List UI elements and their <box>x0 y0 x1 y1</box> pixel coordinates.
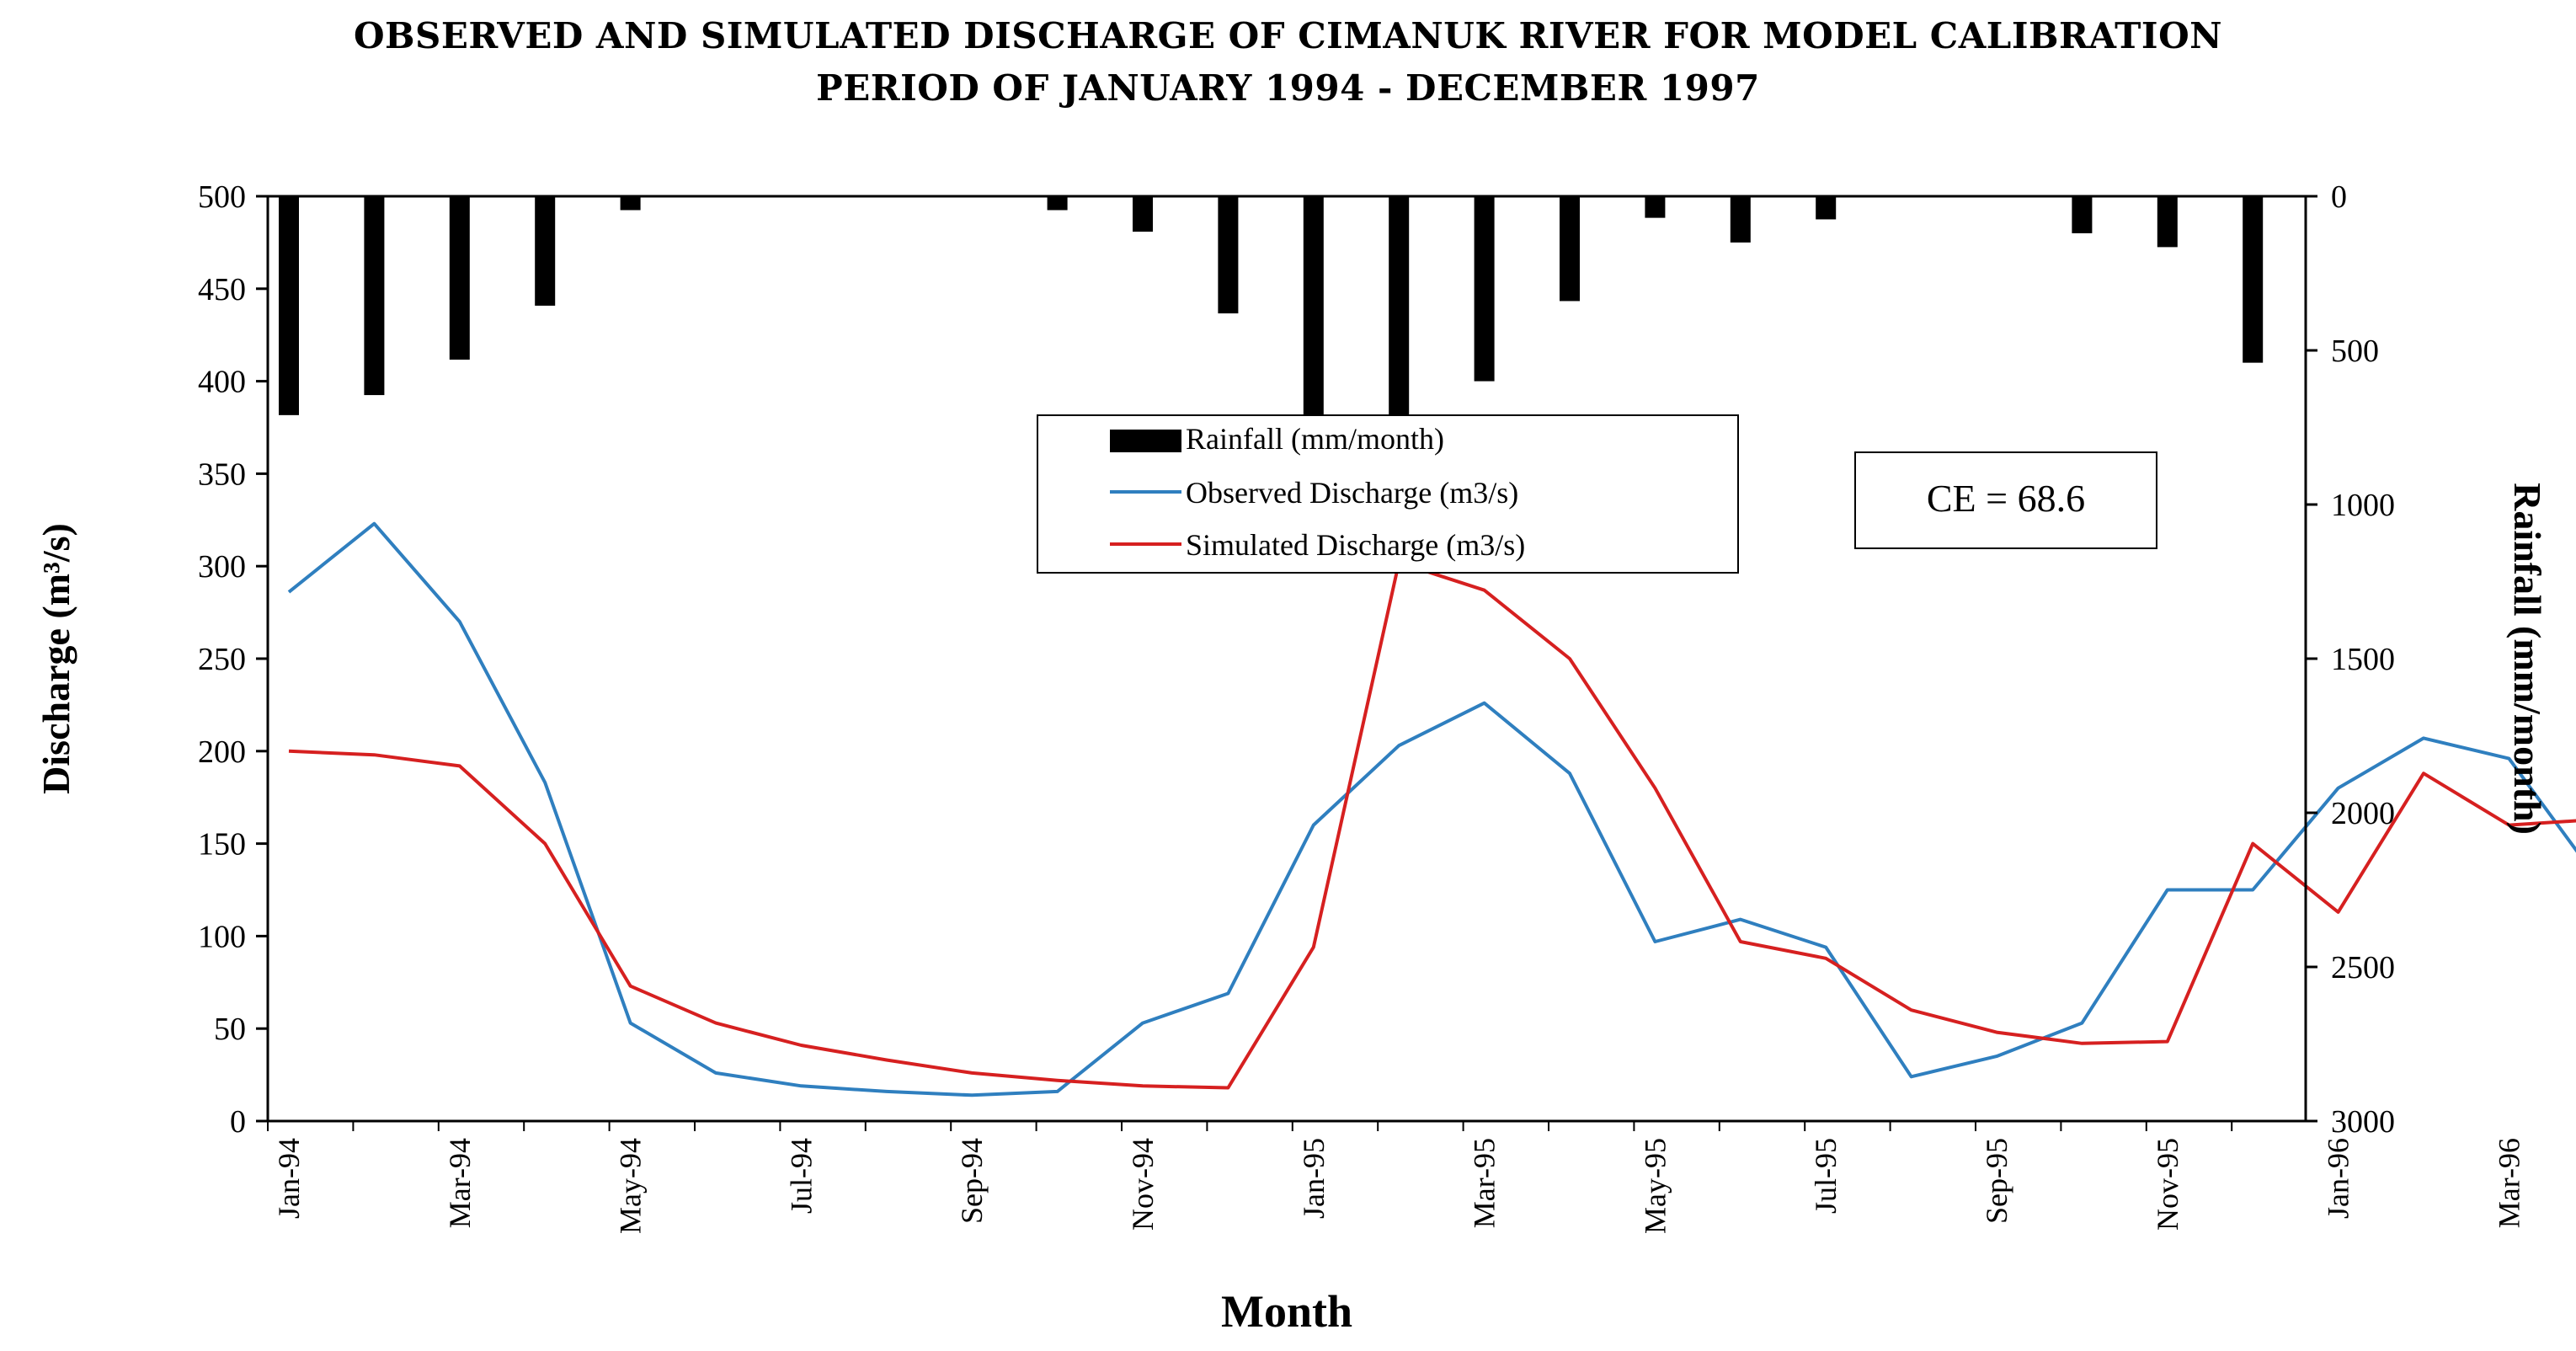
y-right-tick-label: 1000 <box>2331 488 2395 523</box>
x-axis-title: Month <box>1221 1286 1352 1337</box>
y-left-tick-label: 0 <box>230 1104 246 1140</box>
rainfall-bar <box>449 196 470 360</box>
ce-annotation-frame <box>1854 451 2157 549</box>
x-tick-label: Sep-95 <box>1980 1138 2013 1224</box>
chart-title-line1: OBSERVED AND SIMULATED DISCHARGE OF CIMA… <box>353 15 2223 56</box>
x-tick-label: Jul-95 <box>1809 1138 1843 1214</box>
y-left-tick-label: 50 <box>214 1012 246 1047</box>
ce-annotation: CE = 68.6 <box>1854 451 2157 549</box>
rainfall-bar <box>2243 196 2264 363</box>
rainfall-bar <box>1560 196 1580 302</box>
y-right-tick-label: 3000 <box>2331 1104 2395 1140</box>
rainfall-bar <box>2072 196 2093 233</box>
legend-rainfall-swatch <box>1110 430 1181 452</box>
y-left-tick-label: 500 <box>198 179 246 215</box>
y-left-tick-label: 250 <box>198 642 246 677</box>
simulated-discharge-line <box>288 560 2576 1090</box>
x-tick-label: Mar-95 <box>1468 1138 1501 1228</box>
rainfall-bar <box>1474 196 1495 382</box>
rainfall-bar <box>535 196 556 306</box>
x-tick-label: Mar-94 <box>443 1138 477 1228</box>
x-tick-label: Nov-94 <box>1126 1138 1160 1231</box>
x-tick-label: Jan-96 <box>2322 1138 2355 1219</box>
legend: Rainfall (mm/month) Observed Discharge (… <box>1037 414 1739 574</box>
y-axis-right-title: Rainfall (mm/month) <box>2506 483 2549 835</box>
y-left-tick-label: 200 <box>198 734 246 770</box>
rainfall-bar <box>364 196 385 396</box>
x-tick-label: Mar-96 <box>2492 1138 2525 1228</box>
x-tick-label: Sep-94 <box>955 1138 989 1224</box>
legend-rainfall-label: Rainfall (mm/month) <box>1186 422 1444 456</box>
y-right-tick-label: 1500 <box>2331 642 2395 677</box>
x-tick-label: Jul-94 <box>784 1138 818 1214</box>
plot-frame <box>266 195 2307 1123</box>
legend-simulated-label: Simulated Discharge (m3/s) <box>1186 528 1525 562</box>
rainfall-bar <box>1133 196 1153 232</box>
rainfall-bar <box>1218 196 1239 314</box>
y-left-tick-label: 450 <box>198 272 246 307</box>
y-axis-left-title: Discharge (m³/s) <box>35 523 77 794</box>
rainfall-bar <box>1645 196 1666 218</box>
x-tick-label: Jan-95 <box>1297 1138 1331 1219</box>
y-right-tick-label: 2000 <box>2331 796 2395 831</box>
observed-discharge-line <box>287 521 2576 1097</box>
ce-annotation-text: CE = 68.6 <box>1927 477 2085 520</box>
rainfall-bar <box>1047 196 1068 211</box>
y-left-tick-label: 100 <box>198 919 246 954</box>
rainfall-bar <box>1816 196 1837 220</box>
legend-observed-label: Observed Discharge (m3/s) <box>1186 476 1518 510</box>
x-tick-label: May-94 <box>614 1138 648 1234</box>
y-left-tick-label: 300 <box>198 549 246 585</box>
x-tick-label: Nov-95 <box>2151 1138 2184 1231</box>
y-left-tick-label: 400 <box>198 365 246 400</box>
rainfall-bar <box>1389 196 1410 443</box>
chart-title-line2: PERIOD OF JANUARY 1994 - DECEMBER 1997 <box>816 67 1760 109</box>
y-left-tick-label: 150 <box>198 827 246 862</box>
x-tick-label: Jan-94 <box>272 1138 306 1219</box>
rainfall-bar <box>620 196 641 211</box>
y-right-tick-label: 500 <box>2331 334 2379 369</box>
y-right-tick-label: 0 <box>2331 179 2347 215</box>
x-tick-label: May-95 <box>1638 1138 1672 1234</box>
rainfall-bar <box>1730 196 1751 243</box>
rainfall-bars <box>279 196 2264 530</box>
rainfall-bar <box>2157 196 2178 248</box>
y-right-tick-label: 2500 <box>2331 950 2395 985</box>
rainfall-bar <box>279 196 299 415</box>
y-left-tick-label: 350 <box>198 457 246 492</box>
